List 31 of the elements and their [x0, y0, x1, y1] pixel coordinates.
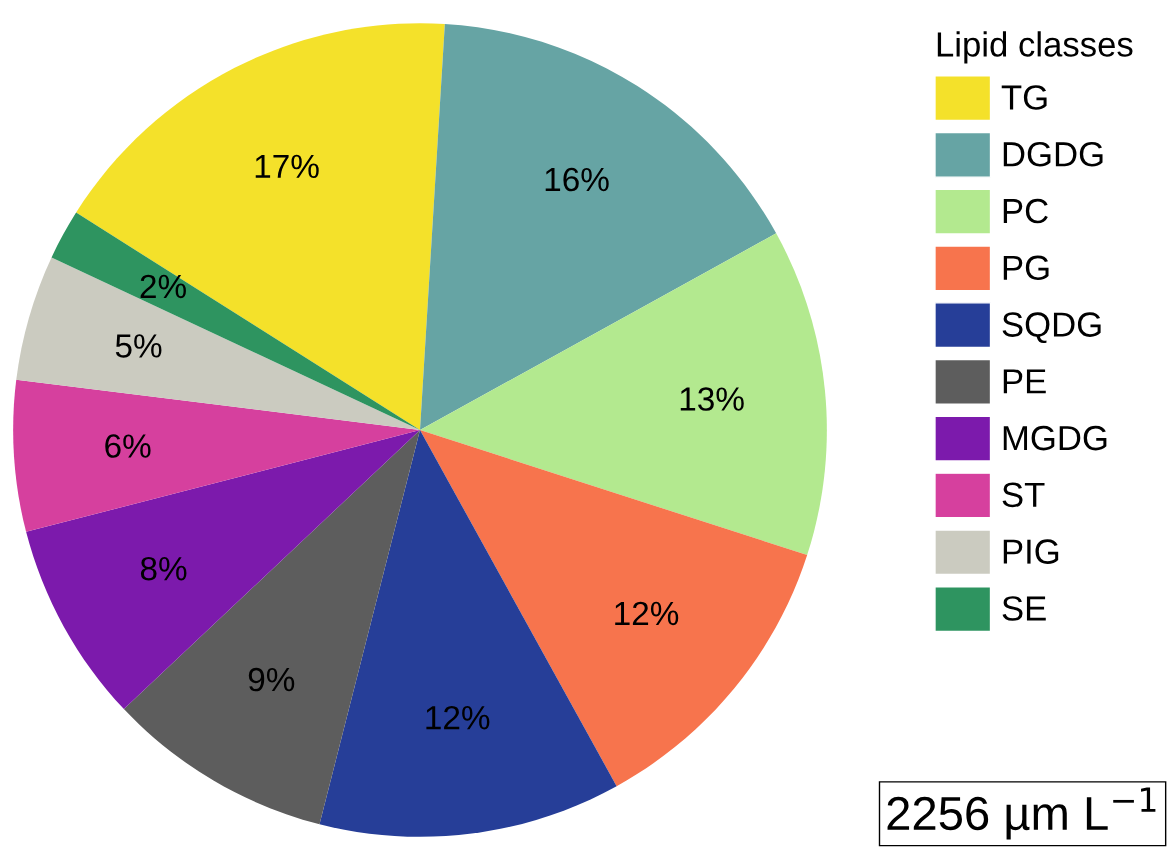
pie-slice	[26, 430, 420, 710]
data-label: 13%	[680, 387, 744, 411]
data-label: 5%	[115, 334, 162, 358]
legend-label: PC	[1003, 198, 1048, 224]
data-label: 17%	[255, 154, 319, 179]
legend-label: DGDG	[1003, 141, 1103, 167]
legend-title: Lipid classes	[937, 31, 1133, 64]
legend-label: SE	[1002, 596, 1046, 621]
pie-slice	[319, 430, 617, 837]
legend-label: TG	[1001, 85, 1047, 110]
legend-label: PIG	[1003, 539, 1059, 564]
data-label: 12%	[426, 705, 490, 730]
legend-label: MGDG	[1003, 425, 1107, 451]
pie-slice	[420, 430, 808, 787]
data-label: 6%	[105, 434, 151, 458]
pie-slice	[420, 233, 827, 556]
data-label: 8%	[140, 556, 187, 581]
legend-label: PG	[1003, 255, 1049, 281]
pie-slice	[13, 379, 420, 532]
pie-slice	[76, 23, 445, 430]
pie-slice	[420, 23, 777, 430]
data-label: 12%	[615, 601, 679, 626]
legend-label: PE	[1003, 369, 1046, 394]
text: 2256 µm L$^{−1}$	[887, 787, 1156, 840]
legend-label: ST	[1002, 482, 1045, 508]
data-label: 9%	[248, 667, 295, 692]
pie-slice	[16, 257, 420, 430]
legend-label: SQDG	[1002, 312, 1101, 344]
data-label: 2%	[140, 274, 186, 299]
data-label: 16%	[545, 167, 609, 192]
pie-slice	[51, 212, 420, 430]
